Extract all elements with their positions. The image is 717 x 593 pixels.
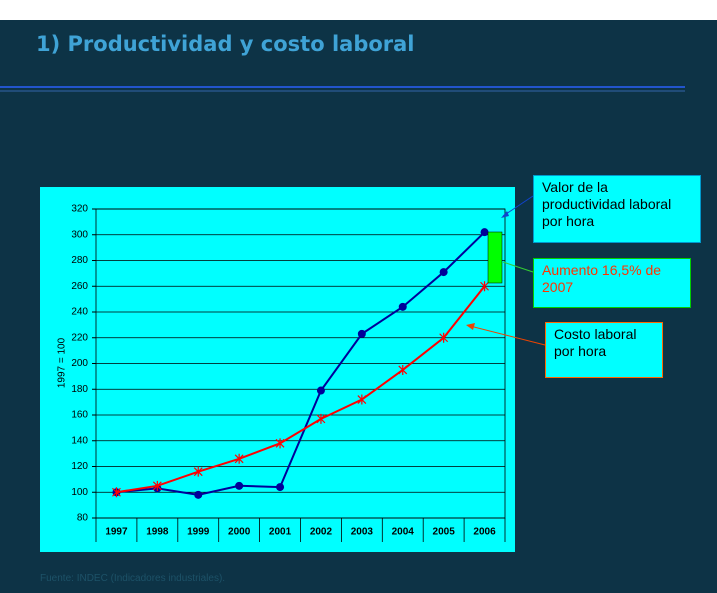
x-tick-label: 2004 <box>392 527 415 538</box>
point <box>480 228 489 237</box>
y-tick-label: 200 <box>71 358 88 369</box>
arrow <box>502 195 534 217</box>
point <box>316 413 326 424</box>
x-tick-label: 2002 <box>310 527 333 538</box>
x-tick-label: 2006 <box>473 527 496 538</box>
x-tick-label: 2000 <box>228 527 251 538</box>
y-tick-label: 300 <box>71 229 88 240</box>
x-tick-label: 2001 <box>269 527 292 538</box>
y-tick-label: 180 <box>71 384 88 395</box>
point <box>194 490 203 499</box>
y-tick-label: 160 <box>71 410 88 421</box>
point <box>357 394 367 405</box>
arrowhead <box>501 211 509 218</box>
y-tick-label: 260 <box>71 281 88 292</box>
annotation: Costo laboral por hora <box>545 322 663 378</box>
point <box>357 329 366 338</box>
y-tick-label: 120 <box>71 461 88 472</box>
x-tick-label: 1999 <box>187 527 210 538</box>
arrowhead <box>466 323 475 330</box>
y-tick-label: 80 <box>77 513 89 524</box>
point <box>316 386 325 395</box>
arrow <box>469 325 546 346</box>
y-tick-label: 220 <box>71 332 88 343</box>
point <box>234 453 244 464</box>
point <box>439 268 448 277</box>
y-tick-label: 240 <box>71 307 88 318</box>
annotation: Valor de la productividad laboral por ho… <box>533 175 701 243</box>
point <box>112 487 121 498</box>
y-tick-label: 100 <box>71 487 88 498</box>
gap-marker <box>487 231 503 284</box>
point <box>276 483 285 492</box>
point <box>152 480 162 491</box>
series-line <box>116 231 486 496</box>
point <box>480 281 489 292</box>
annotation: Aumento 16,5% de 2007 <box>533 258 691 308</box>
x-tick-label: 2003 <box>351 527 374 538</box>
point <box>439 332 449 343</box>
top-band <box>0 0 717 20</box>
connector <box>502 261 534 273</box>
chart-panel <box>40 187 515 552</box>
x-tick-label: 2005 <box>433 527 456 538</box>
point <box>275 438 285 449</box>
point <box>398 302 407 311</box>
y-tick-label: 320 <box>71 204 88 215</box>
x-tick-label: 1997 <box>105 527 128 538</box>
source-note: Fuente: INDEC (Indicadores industriales)… <box>40 573 226 584</box>
y-tick-label: 140 <box>71 435 88 446</box>
point <box>398 364 408 375</box>
point <box>235 481 244 490</box>
series-line <box>116 285 486 494</box>
slide-title: 1) Productividad y costo laboral <box>36 32 415 56</box>
x-tick-label: 1998 <box>146 527 169 538</box>
point <box>193 466 203 477</box>
y-tick-label: 280 <box>71 255 88 266</box>
y-axis-label: 1997 = 100 <box>57 337 68 388</box>
